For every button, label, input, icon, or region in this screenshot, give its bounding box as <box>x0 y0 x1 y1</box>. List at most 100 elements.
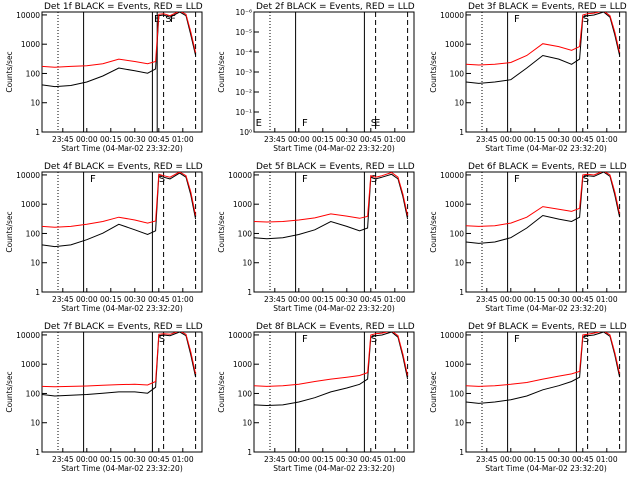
x-axis-label: Start Time (04-Mar-02 23:32:20) <box>61 464 183 473</box>
y-axis-label: Counts/sec <box>429 371 438 412</box>
x-tick-label: 00:30 <box>336 135 358 144</box>
y-tick-label: 10000 <box>16 171 40 180</box>
y-tick-label: 1000 <box>233 360 252 369</box>
x-tick-label: 00:15 <box>312 295 334 304</box>
marker-s: S <box>371 174 377 185</box>
y-axis-label: Counts/sec <box>5 51 14 92</box>
y-tick-label: 10000 <box>16 11 40 20</box>
y-axis-label: Counts/sec <box>217 51 226 92</box>
x-tick-label: 01:00 <box>384 455 406 464</box>
x-tick-label: 23:45 <box>264 135 286 144</box>
marker-f: F <box>90 174 96 185</box>
x-tick-label: 00:00 <box>500 135 522 144</box>
series-lld <box>42 12 197 68</box>
marker-s: S <box>583 14 589 25</box>
series-lld <box>254 172 409 223</box>
x-axis-label: Start Time (04-Mar-02 23:32:20) <box>273 464 395 473</box>
x-tick-label: 23:45 <box>264 295 286 304</box>
plot-frame <box>253 171 415 293</box>
x-tick-label: 00:15 <box>524 135 546 144</box>
x-tick-label: 00:30 <box>548 135 570 144</box>
marker-f: F <box>514 174 520 185</box>
plot-frame <box>41 11 203 133</box>
x-tick-label: 01:00 <box>596 455 618 464</box>
y-axis-label: Counts/sec <box>217 371 226 412</box>
x-axis-label: Start Time (04-Mar-02 23:32:20) <box>273 304 395 313</box>
marker-f: F <box>170 14 176 25</box>
x-tick-label: 00:45 <box>360 135 382 144</box>
panel-2: Det 2f BLACK = Events, RED = LLD 10⁰ 10⁻¹ 1… <box>217 2 415 153</box>
panel-title: Det 3f BLACK = Events, RED = LLD <box>468 2 627 12</box>
x-axis-label: Start Time (04-Mar-02 23:32:20) <box>61 144 183 153</box>
y-tick-label: 10000 <box>440 11 464 20</box>
y-tick-label: 10 <box>242 419 252 428</box>
x-tick-label: 00:30 <box>548 295 570 304</box>
marker-s: S <box>583 174 589 185</box>
y-tick-label: 1 <box>35 288 40 297</box>
y-tick-label: 10 <box>454 259 464 268</box>
panel-title: Det 9f BLACK = Events, RED = LLD <box>468 322 627 332</box>
y-tick-label: 1000 <box>445 200 464 209</box>
panel-title: Det 4f BLACK = Events, RED = LLD <box>44 162 203 172</box>
y-tick-label: 10⁰ <box>239 128 252 137</box>
x-tick-label: 00:00 <box>288 295 310 304</box>
x-tick-label: 00:00 <box>500 455 522 464</box>
x-tick-label: 00:45 <box>360 455 382 464</box>
series-lld <box>466 172 621 227</box>
x-tick-label: 00:15 <box>524 455 546 464</box>
y-tick-label: 1000 <box>445 40 464 49</box>
x-tick-label: 00:15 <box>100 455 122 464</box>
series-events <box>42 12 197 88</box>
y-tick-label: 10⁻³ <box>235 68 252 77</box>
marker-f: F <box>302 174 308 185</box>
y-axis-label: Counts/sec <box>429 51 438 92</box>
marker-s: S <box>583 334 589 345</box>
panel-7: Det 7f BLACK = Events, RED = LLD 1 10 100 10… <box>5 322 203 473</box>
x-tick-label: 00:45 <box>572 135 594 144</box>
x-tick-label: 01:00 <box>596 135 618 144</box>
x-tick-label: 23:45 <box>476 295 498 304</box>
x-tick-label: 01:00 <box>384 135 406 144</box>
x-tick-label: 00:45 <box>572 455 594 464</box>
y-axis-label: Counts/sec <box>217 211 226 252</box>
y-tick-label: 10000 <box>228 331 252 340</box>
panel-title: Det 6f BLACK = Events, RED = LLD <box>468 162 627 172</box>
panel-6: Det 6f BLACK = Events, RED = LLD 1 10 100 10… <box>429 162 627 313</box>
y-tick-label: 10 <box>454 99 464 108</box>
y-tick-label: 1 <box>247 288 252 297</box>
marker-s: S <box>159 334 165 345</box>
y-tick-label: 1 <box>459 128 464 137</box>
y-tick-label: 10000 <box>440 331 464 340</box>
series-events <box>466 12 621 84</box>
x-tick-label: 00:45 <box>148 295 170 304</box>
x-tick-label: 23:45 <box>52 295 74 304</box>
series-lld <box>42 332 197 388</box>
y-tick-label: 100 <box>238 389 253 398</box>
plot-frame <box>41 331 203 453</box>
x-tick-label: 23:45 <box>52 135 74 144</box>
y-tick-label: 10000 <box>16 331 40 340</box>
x-tick-label: 00:30 <box>336 455 358 464</box>
y-tick-label: 10 <box>30 259 40 268</box>
x-tick-label: 00:15 <box>524 295 546 304</box>
plot-frame <box>41 171 203 293</box>
x-tick-label: 00:45 <box>148 455 170 464</box>
x-tick-label: 00:30 <box>336 295 358 304</box>
marker-f: F <box>514 14 520 25</box>
series-events <box>466 172 621 244</box>
x-tick-label: 00:00 <box>288 455 310 464</box>
series-lld <box>42 172 197 228</box>
y-axis-label: Counts/sec <box>5 211 14 252</box>
panel-8: Det 8f BLACK = Events, RED = LLD 1 10 100 10… <box>217 322 415 473</box>
y-tick-label: 10⁻⁵ <box>235 28 252 37</box>
panel-title: Det 5f BLACK = Events, RED = LLD <box>256 162 415 172</box>
series-events <box>466 332 621 404</box>
marker-f: F <box>302 118 308 129</box>
series-lld <box>254 332 409 387</box>
y-tick-label: 10000 <box>440 171 464 180</box>
x-tick-label: 01:00 <box>172 135 194 144</box>
marker-f: F <box>514 334 520 345</box>
y-tick-label: 1 <box>35 448 40 457</box>
series-events <box>42 332 197 397</box>
